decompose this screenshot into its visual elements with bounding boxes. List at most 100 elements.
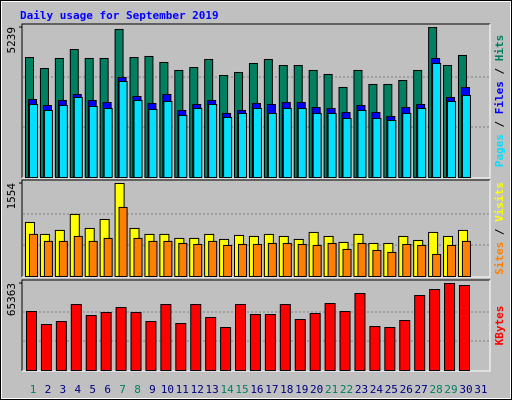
- bar: [100, 312, 112, 371]
- bar: [133, 237, 143, 277]
- bar: [324, 303, 336, 371]
- bar: [29, 233, 38, 278]
- chart-title: Daily usage for September 2019: [20, 9, 219, 22]
- bar: [354, 293, 366, 372]
- x-tick-label: 28: [429, 383, 442, 396]
- bar: [118, 206, 128, 277]
- x-tick-label: 9: [149, 383, 156, 396]
- bar: [267, 112, 277, 178]
- legend-entry: Files: [493, 81, 506, 114]
- bar: [252, 107, 262, 178]
- bar: [178, 114, 188, 178]
- x-tick-label: 14: [220, 383, 234, 396]
- x-tick-label: 26: [400, 383, 413, 396]
- legend-entry: Pages: [493, 134, 506, 167]
- bar: [432, 62, 442, 178]
- bar: [357, 242, 367, 278]
- bar: [73, 97, 83, 178]
- bar: [447, 100, 457, 178]
- x-tick-label: 5: [89, 383, 96, 396]
- panel-shadow: [21, 179, 490, 277]
- bar: [267, 242, 277, 278]
- x-tick-label: 10: [161, 383, 174, 396]
- bar: [148, 240, 158, 277]
- bar: [402, 243, 412, 277]
- bar: [279, 304, 291, 371]
- legend-separator: /: [493, 114, 506, 134]
- bar: [118, 80, 128, 178]
- bar: [55, 321, 67, 372]
- bar: [339, 311, 351, 371]
- bar: [297, 243, 307, 277]
- bar: [327, 242, 337, 278]
- bar: [193, 107, 203, 178]
- legend-separator: /: [493, 222, 506, 242]
- legend-separator: /: [493, 61, 506, 81]
- bar: [58, 240, 68, 277]
- bar: [238, 243, 248, 277]
- bar: [312, 112, 322, 178]
- bar: [417, 107, 427, 178]
- x-tick-label: 18: [280, 383, 293, 396]
- bar: [414, 295, 426, 372]
- y-tick-label: 5239: [5, 27, 18, 54]
- bar: [73, 235, 83, 277]
- x-tick-label: 22: [340, 383, 353, 396]
- bar: [282, 242, 292, 278]
- bar: [282, 107, 292, 178]
- bar: [458, 285, 470, 371]
- legend-entry: Visits: [493, 182, 506, 222]
- x-tick-label: 12: [191, 383, 204, 396]
- x-tick-label: 27: [415, 383, 428, 396]
- x-tick-label: 29: [444, 383, 457, 396]
- bar: [190, 304, 202, 371]
- bar: [369, 326, 381, 372]
- bar: [372, 117, 382, 178]
- x-tick-label: 4: [74, 383, 81, 396]
- x-tick-label: 25: [385, 383, 398, 396]
- bar: [148, 109, 158, 178]
- bar: [297, 107, 307, 178]
- x-tick-label: 30: [459, 383, 472, 396]
- bar: [223, 244, 233, 277]
- bar: [384, 327, 396, 371]
- x-tick-label: 24: [370, 383, 384, 396]
- y-tick-label: 65363: [5, 283, 18, 316]
- bar: [160, 304, 172, 371]
- bar: [88, 240, 98, 277]
- x-tick-label: 19: [295, 383, 308, 396]
- bar: [133, 99, 143, 178]
- bar: [193, 243, 203, 277]
- x-tick-label: 8: [134, 383, 141, 396]
- bar: [208, 240, 218, 277]
- x-tick-label: 7: [119, 383, 126, 396]
- bar: [58, 104, 68, 178]
- bar: [309, 313, 321, 371]
- bar: [417, 244, 427, 277]
- bar: [29, 103, 38, 178]
- panel-shadow: [21, 23, 490, 178]
- bar: [85, 315, 97, 372]
- bar: [342, 248, 352, 278]
- x-tick-label: 13: [206, 383, 219, 396]
- legend: Sites / Visits: [493, 182, 506, 275]
- bar: [103, 237, 113, 277]
- x-tick-label: 20: [310, 383, 323, 396]
- bar: [43, 240, 53, 277]
- x-tick-label: 1: [30, 383, 37, 396]
- x-tick-label: 16: [250, 383, 263, 396]
- bar: [103, 107, 113, 178]
- bar: [461, 94, 471, 178]
- x-tick-label: 31: [474, 383, 487, 396]
- bar: [43, 110, 53, 178]
- x-tick-label: 3: [60, 383, 67, 396]
- bar: [372, 249, 382, 277]
- bar: [115, 307, 127, 371]
- bar: [235, 304, 247, 371]
- bar: [130, 312, 142, 371]
- bar: [205, 317, 217, 372]
- bar: [342, 117, 352, 178]
- bar: [294, 319, 306, 372]
